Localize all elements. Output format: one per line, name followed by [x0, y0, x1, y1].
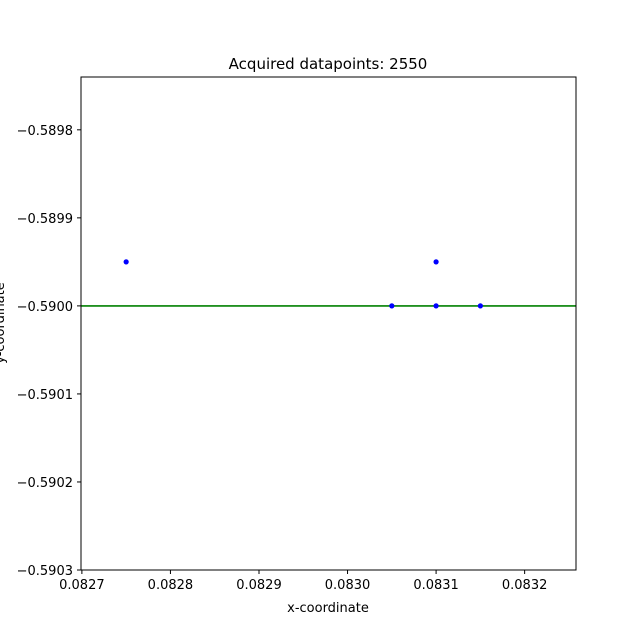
data-point-0-1 [389, 303, 395, 309]
data-point-0-0 [123, 259, 129, 265]
y-tick-label-4: −0.5902 [17, 476, 73, 491]
data-point-0-4 [477, 303, 483, 309]
data-point-0-2 [433, 259, 439, 265]
x-tick-label-0: 0.0827 [59, 578, 105, 593]
data-point-0-3 [433, 303, 439, 309]
chart-title: Acquired datapoints: 2550 [229, 55, 428, 73]
x-tick-label-2: 0.0829 [236, 578, 282, 593]
x-tick-label-3: 0.0830 [325, 578, 371, 593]
x-axis-ticks: 0.0827 0.0828 0.0829 0.0830 0.0831 0.0832 [59, 570, 547, 593]
y-tick-label-0: −0.5898 [17, 124, 73, 139]
y-axis-ticks: −0.5898 −0.5899 −0.5900 −0.5901 −0.5902 −0.59… [17, 124, 81, 579]
y-tick-label-2: −0.5900 [17, 300, 73, 315]
plot-area [80, 76, 577, 571]
x-tick-label-1: 0.0828 [148, 578, 194, 593]
y-axis-label: y-coordinate [0, 282, 8, 364]
x-tick-label-5: 0.0832 [502, 578, 548, 593]
y-tick-label-5: −0.5903 [17, 564, 73, 579]
plot-frame [80, 76, 577, 571]
y-tick-label-3: −0.5901 [17, 388, 73, 403]
x-tick-label-4: 0.0831 [413, 578, 459, 593]
y-tick-label-1: −0.5899 [17, 212, 73, 227]
x-axis-label: x-coordinate [287, 601, 369, 616]
